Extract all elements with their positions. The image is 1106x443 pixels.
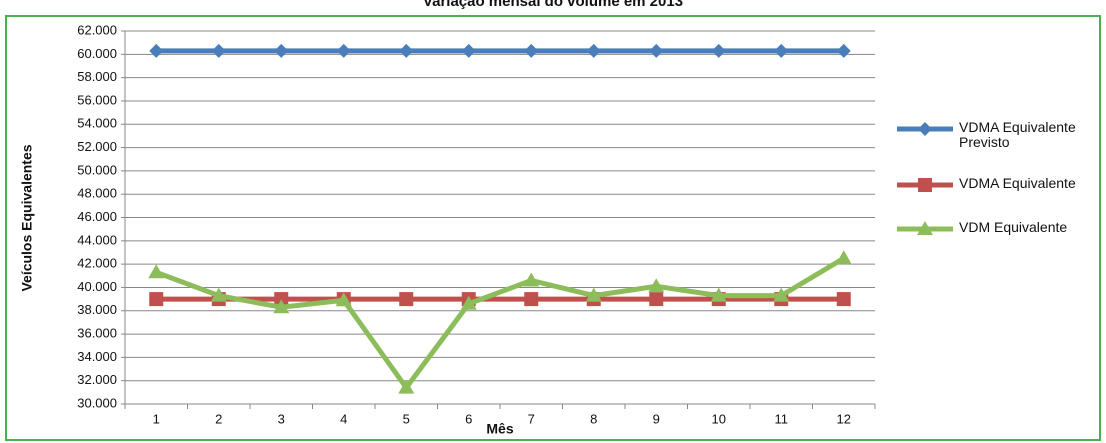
marker xyxy=(274,292,289,307)
x-tick-label: 2 xyxy=(215,411,222,426)
marker xyxy=(586,43,601,58)
marker xyxy=(149,292,164,307)
x-tick-label: 12 xyxy=(837,411,851,426)
legend-label: VDMA Equivalente Previsto xyxy=(959,119,1076,150)
y-tick-label: 44.000 xyxy=(77,232,117,247)
legend-label: VDM Equivalente xyxy=(959,219,1068,235)
legend-entry: VDMA Equivalente Previsto xyxy=(895,120,1100,150)
y-tick-label: 62.000 xyxy=(77,22,117,37)
y-tick-label: 46.000 xyxy=(77,209,117,224)
x-tick-label: 6 xyxy=(465,411,472,426)
marker xyxy=(773,287,790,302)
x-tick-label: 10 xyxy=(712,411,726,426)
x-tick-label: 4 xyxy=(340,411,347,426)
y-tick-label: 32.000 xyxy=(77,372,117,387)
marker xyxy=(461,43,476,58)
marker xyxy=(336,43,351,58)
marker xyxy=(648,278,665,293)
x-tick-label: 11 xyxy=(775,411,789,426)
line xyxy=(155,256,846,392)
marker xyxy=(836,43,851,58)
marker xyxy=(774,43,789,58)
marker xyxy=(918,122,932,136)
marker xyxy=(917,221,933,235)
y-tick-label: 36.000 xyxy=(77,326,117,341)
y-tick-label: 30.000 xyxy=(77,395,117,410)
marker xyxy=(836,292,851,307)
marker xyxy=(585,287,602,302)
y-tick-label: 34.000 xyxy=(77,349,117,364)
legend-entry: VDMA Equivalente xyxy=(895,176,1100,194)
y-tick-label: 38.000 xyxy=(77,302,117,317)
y-tick-label: 56.000 xyxy=(77,92,117,107)
y-tick-label: 52.000 xyxy=(77,139,117,154)
x-tick-label: 7 xyxy=(528,411,535,426)
marker xyxy=(274,43,289,58)
marker xyxy=(918,178,932,192)
y-tick-label: 54.000 xyxy=(77,116,117,131)
marker xyxy=(835,250,852,265)
marker xyxy=(149,43,164,58)
legend-swatch xyxy=(897,221,953,235)
y-tick-label: 60.000 xyxy=(77,46,117,61)
legend: VDMA Equivalente Previsto VDMA Equivalent… xyxy=(895,120,1100,264)
marker xyxy=(711,43,726,58)
marker xyxy=(210,287,227,302)
legend-swatch xyxy=(897,122,953,136)
y-tick-label: 42.000 xyxy=(77,256,117,271)
marker xyxy=(649,292,664,307)
y-tick-label: 58.000 xyxy=(77,69,117,84)
x-tick-label: 5 xyxy=(403,411,410,426)
marker xyxy=(398,379,415,394)
marker xyxy=(460,295,477,310)
y-tick-label: 48.000 xyxy=(77,186,117,201)
marker xyxy=(649,43,664,58)
marker xyxy=(710,287,727,302)
legend-swatch xyxy=(897,178,953,192)
frame xyxy=(5,15,1101,441)
y-tick-label: 40.000 xyxy=(77,279,117,294)
x-tick-label: 9 xyxy=(653,411,660,426)
marker xyxy=(148,264,165,279)
chart-title: Variação mensal do volume em 2013 xyxy=(423,0,683,10)
x-tick-label: 3 xyxy=(278,411,285,426)
marker xyxy=(273,299,290,314)
x-axis-label: Mês xyxy=(486,421,513,437)
marker xyxy=(399,43,414,58)
marker xyxy=(335,292,352,307)
legend-entry: VDM Equivalente xyxy=(895,220,1100,238)
x-tick-label: 1 xyxy=(153,411,160,426)
y-axis-label: Veículos Equivalentes xyxy=(19,144,35,291)
x-tick-label: 8 xyxy=(590,411,597,426)
marker xyxy=(211,43,226,58)
legend-label: VDMA Equivalente xyxy=(959,175,1076,191)
marker xyxy=(399,292,414,307)
marker xyxy=(524,43,539,58)
marker xyxy=(524,292,539,307)
y-tick-label: 50.000 xyxy=(77,162,117,177)
marker xyxy=(523,272,540,287)
